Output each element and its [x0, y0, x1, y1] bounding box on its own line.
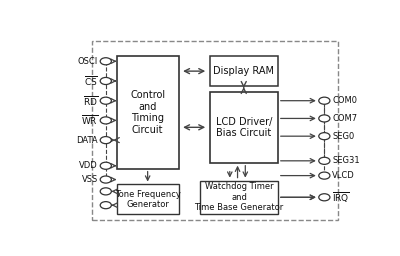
- Circle shape: [100, 188, 111, 195]
- Text: LCD Driver/
Bias Circuit: LCD Driver/ Bias Circuit: [216, 116, 272, 138]
- Circle shape: [100, 136, 111, 144]
- FancyBboxPatch shape: [92, 40, 338, 220]
- FancyBboxPatch shape: [210, 92, 278, 163]
- Circle shape: [319, 115, 330, 122]
- Text: $\overline{\mathregular{IRQ}}$: $\overline{\mathregular{IRQ}}$: [332, 190, 350, 205]
- Text: Display RAM: Display RAM: [213, 66, 274, 76]
- Circle shape: [100, 117, 111, 124]
- Circle shape: [100, 77, 111, 84]
- Text: $\overline{\mathregular{RD}}$: $\overline{\mathregular{RD}}$: [82, 94, 98, 108]
- Text: Watchdog Timer
and
Time Base Generator: Watchdog Timer and Time Base Generator: [194, 182, 284, 212]
- Text: VSS: VSS: [82, 175, 98, 184]
- Text: SEG0: SEG0: [332, 132, 355, 141]
- Text: VDD: VDD: [79, 161, 98, 170]
- Text: $\overline{\mathregular{WR}}$: $\overline{\mathregular{WR}}$: [80, 113, 98, 127]
- Text: VLCD: VLCD: [332, 171, 355, 180]
- Text: DATA: DATA: [76, 136, 98, 145]
- FancyBboxPatch shape: [210, 56, 278, 86]
- FancyBboxPatch shape: [200, 180, 278, 214]
- Text: Control
and
Timing
Circuit: Control and Timing Circuit: [130, 90, 165, 135]
- FancyBboxPatch shape: [117, 185, 179, 214]
- Text: Tone Frequency
Generator: Tone Frequency Generator: [115, 189, 180, 209]
- Text: OSCI: OSCI: [78, 57, 98, 66]
- Circle shape: [100, 162, 111, 169]
- Circle shape: [100, 97, 111, 104]
- Circle shape: [319, 194, 330, 201]
- Circle shape: [319, 133, 330, 140]
- Circle shape: [319, 97, 330, 104]
- Text: COM7: COM7: [332, 114, 358, 123]
- FancyBboxPatch shape: [117, 56, 179, 169]
- Circle shape: [319, 157, 330, 164]
- Text: COM0: COM0: [332, 96, 358, 105]
- Text: $\overline{\mathregular{CS}}$: $\overline{\mathregular{CS}}$: [84, 74, 98, 88]
- Circle shape: [319, 172, 330, 179]
- Text: SEG31: SEG31: [332, 156, 360, 165]
- Circle shape: [100, 176, 111, 183]
- Circle shape: [100, 202, 111, 209]
- Circle shape: [100, 58, 111, 65]
